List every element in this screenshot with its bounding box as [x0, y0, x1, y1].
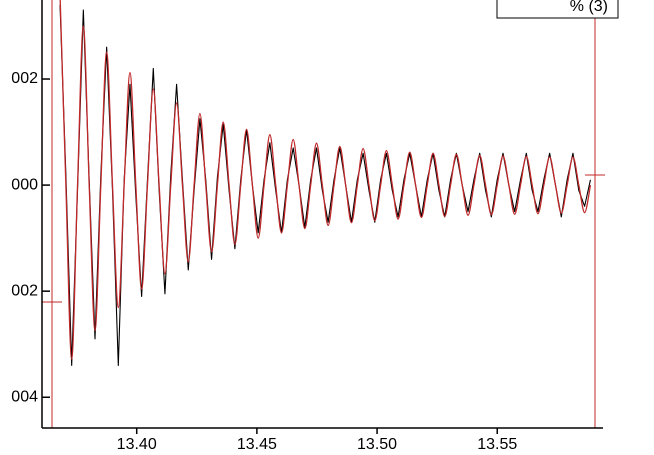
y-tick-label: 002: [11, 70, 38, 87]
legend-box: [496, 0, 619, 19]
x-tick-label: 13.55: [477, 436, 517, 453]
y-tick-label: 004: [11, 388, 38, 405]
y-tick-label: 002: [11, 282, 38, 299]
data-line: [59, 0, 592, 360]
plot-area: [59, 0, 592, 366]
x-tick-label: 13.50: [357, 436, 397, 453]
y-tick-label: 000: [11, 176, 38, 193]
x-tick-label: 13.40: [117, 436, 157, 453]
legend-text: % (3): [570, 0, 608, 15]
x-tick-label: 13.45: [237, 436, 277, 453]
